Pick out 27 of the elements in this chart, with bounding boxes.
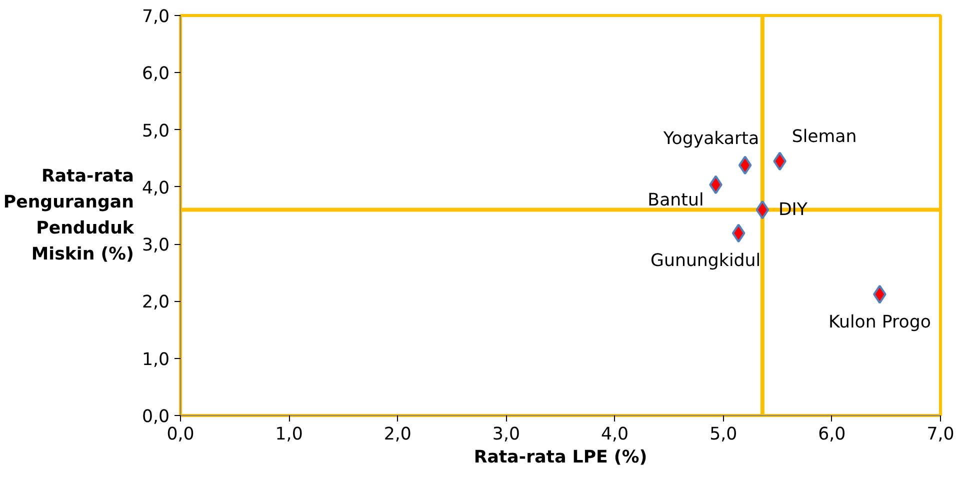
x-tick-label: 0,0	[166, 424, 194, 444]
y-tick-label: 1,0	[142, 350, 170, 370]
annotation: Bantul	[648, 190, 704, 211]
x-tick-label: 3,0	[492, 424, 520, 444]
y-axis-title: Rata-rata Pengurangan Penduduk Miskin (%)	[3, 166, 134, 264]
x-tick-label: 6,0	[818, 424, 846, 444]
point	[732, 224, 746, 243]
annotation: DIY	[778, 200, 808, 220]
y-tick-label: 0,0	[142, 407, 170, 427]
y-tick-label: 2,0	[142, 292, 170, 313]
x-tick-label: 4,0	[601, 424, 629, 444]
x-tick-label: 5,0	[710, 424, 738, 444]
y-tick-label: 7,0	[142, 7, 170, 27]
y-tick-label: 6,0	[142, 64, 170, 84]
x-tick-label: 2,0	[384, 424, 412, 444]
y-tick-label: 5,0	[142, 121, 170, 142]
annotation: Yogyakarta	[662, 129, 760, 150]
annotation: Sleman	[792, 127, 857, 148]
annotation: Gunungkidul	[650, 251, 761, 272]
point	[756, 200, 770, 220]
point	[738, 156, 752, 175]
y-tick-label: 4,0	[142, 178, 170, 198]
y-tick-label: 3,0	[142, 236, 170, 256]
x-tick-label: 7,0	[926, 424, 954, 444]
x-tick-label: 1,0	[275, 424, 303, 444]
x-axis-title: Rata-rata LPE (%)	[474, 448, 648, 468]
annotation: Kulon Progo	[828, 312, 931, 332]
